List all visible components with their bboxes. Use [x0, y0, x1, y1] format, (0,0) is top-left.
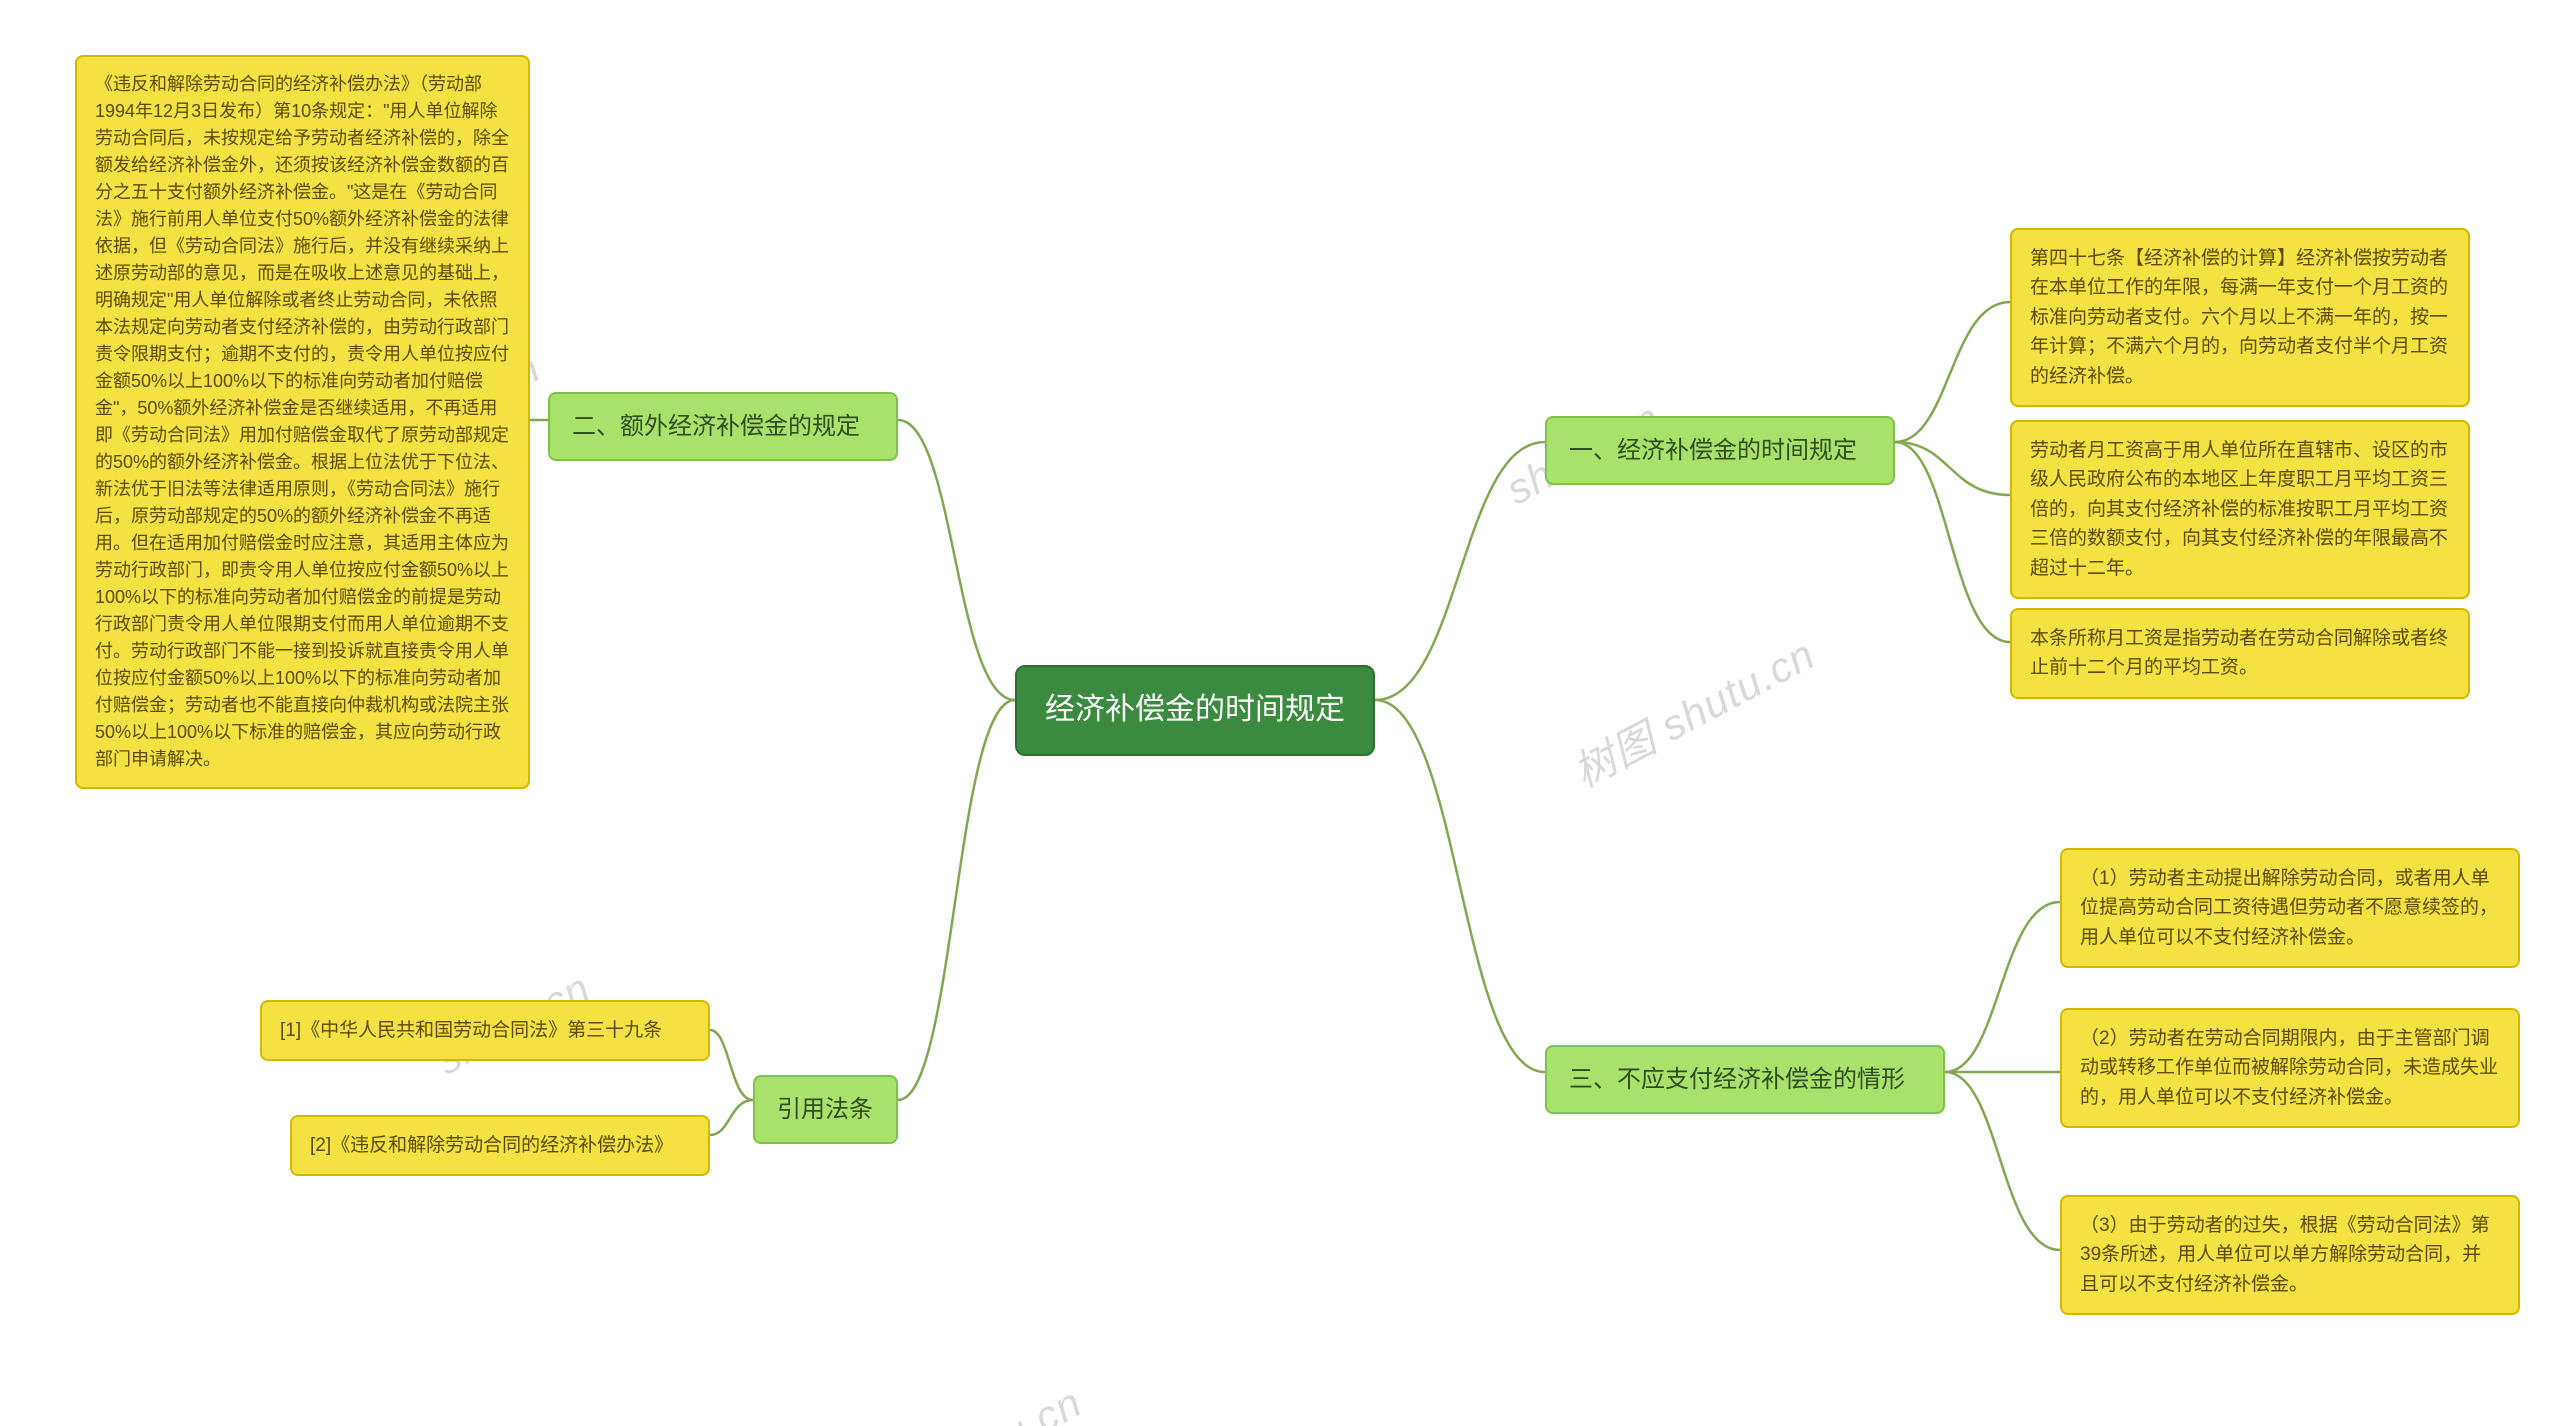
- leaf-node: （2）劳动者在劳动合同期限内，由于主管部门调动或转移工作单位而被解除劳动合同，未…: [2060, 1008, 2520, 1128]
- leaf-node: 劳动者月工资高于用人单位所在直辖市、设区的市级人民政府公布的本地区上年度职工月平…: [2010, 420, 2470, 599]
- leaf-node: 第四十七条【经济补偿的计算】经济补偿按劳动者在本单位工作的年限，每满一年支付一个…: [2010, 228, 2470, 407]
- leaf-node-large: 《违反和解除劳动合同的经济补偿办法》（劳动部1994年12月3日发布）第10条规…: [75, 55, 530, 789]
- watermark: 树图 shutu.cn: [1561, 621, 1824, 799]
- watermark: u.cn: [994, 1378, 1090, 1426]
- branch-node-1: 一、经济补偿金的时间规定: [1545, 416, 1895, 485]
- branch-node-3: 三、不应支付经济补偿金的情形: [1545, 1045, 1945, 1114]
- branch-node-2: 二、额外经济补偿金的规定: [548, 392, 898, 461]
- leaf-node: （3）由于劳动者的过失，根据《劳动合同法》第39条所述，用人单位可以单方解除劳动…: [2060, 1195, 2520, 1315]
- leaf-node: （1）劳动者主动提出解除劳动合同，或者用人单位提高劳动合同工资待遇但劳动者不愿意…: [2060, 848, 2520, 968]
- root-node: 经济补偿金的时间规定: [1015, 665, 1375, 756]
- leaf-node: [1]《中华人民共和国劳动合同法》第三十九条: [260, 1000, 710, 1061]
- branch-node-4: 引用法条: [753, 1075, 898, 1144]
- leaf-node: [2]《违反和解除劳动合同的经济补偿办法》: [290, 1115, 710, 1176]
- leaf-node: 本条所称月工资是指劳动者在劳动合同解除或者终止前十二个月的平均工资。: [2010, 608, 2470, 699]
